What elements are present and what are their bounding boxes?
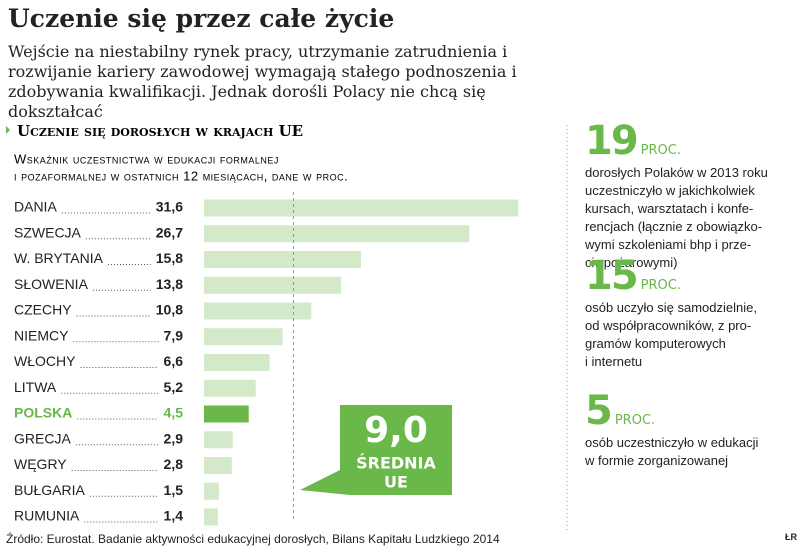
stat-text: rencjach (łącznie z obowiązko- [585, 219, 763, 234]
chart-title: Uczenie się dorosłych w krajach UE [17, 122, 303, 140]
subtitle: Wskaźnik uczestnictwa w edukacji formaln… [14, 151, 279, 166]
bar [204, 251, 362, 268]
category-label: POLSKA [14, 405, 72, 421]
stat: 19 PROC. dorosłych Polaków w 2013 roku ucze… [585, 118, 800, 270]
stat-unit: PROC. [614, 413, 656, 428]
value-label: 2,9 [164, 430, 184, 446]
value-label: 13,8 [156, 276, 183, 292]
category-label: SŁOWENIA [14, 276, 89, 292]
stat-number: 15 [585, 253, 639, 299]
stat-unit: PROC. [640, 143, 681, 158]
stat-text: kursach, warsztatach i konfe- [585, 201, 754, 216]
value-label: 26,7 [156, 224, 183, 240]
source: Źródło: Eurostat. Badanie aktywności edu… [6, 532, 500, 546]
stats: 19 PROC. dorosłych Polaków w 2013 roku ucze… [585, 118, 800, 523]
stat: 5 PROC. osób uczestniczyło w edukacji w for… [585, 388, 800, 523]
value-label: 10,8 [156, 302, 183, 318]
subtitle: i pozaformalnej w ostatnich 12 miesiącac… [14, 168, 348, 183]
value-label: 15,8 [156, 250, 183, 266]
bar [204, 199, 519, 217]
bar [204, 302, 312, 320]
value-label: 1,4 [164, 508, 184, 524]
value-label: 31,6 [156, 199, 183, 215]
stat-text: od współpracowników, z pro- [585, 318, 752, 333]
stat-number: 5 [585, 388, 613, 434]
value-label: 5,2 [164, 379, 184, 395]
stat-text: uczestniczyło w jakichkolwiek [585, 183, 755, 198]
stat-head: 19 PROC. [585, 118, 800, 164]
stat-text: ciwpożarowymi) [585, 255, 678, 270]
category-label: BUŁGARIA [14, 482, 85, 498]
value-label: 1,5 [164, 482, 184, 498]
bar [204, 354, 270, 371]
stat-text: i internetu [585, 354, 643, 369]
lead: Wejście na niestabilny rynek pracy, utrz… [8, 42, 517, 121]
stat-text: osób uczyło się samodzielnie, [585, 300, 757, 315]
value-label: 4,5 [164, 405, 184, 421]
stat-text: gramów komputerowych [585, 336, 726, 351]
category-label: CZECHY [14, 302, 72, 318]
bar [204, 225, 470, 243]
stat-unit: PROC. [640, 278, 681, 293]
category-label: W. BRYTANIA [14, 250, 104, 266]
bar [204, 482, 219, 500]
reference-text: ŚREDNIA [356, 454, 436, 473]
stat-text: w formie zorganizowanej [585, 453, 729, 468]
category-label: NIEMCY [14, 327, 69, 343]
reference-label: 9,0 [364, 410, 428, 451]
value-label: 6,6 [164, 353, 184, 369]
page-title: Uczenie się przez całe życie [8, 4, 395, 33]
stat-head: 5 PROC. [585, 388, 800, 434]
stat-text: dorosłych Polaków w 2013 roku [585, 165, 768, 180]
category-label: WŁOCHY [14, 353, 76, 369]
category-label: LITWA [14, 379, 57, 395]
credit: ŁR [785, 532, 797, 542]
value-label: 2,8 [164, 456, 184, 472]
bullet [6, 126, 10, 134]
callout [300, 405, 452, 495]
bar [204, 508, 218, 526]
category-label: SZWECJA [14, 224, 82, 240]
stat-head: 15 PROC. [585, 253, 800, 299]
bar [204, 276, 342, 294]
bar [204, 405, 249, 423]
bar [204, 431, 233, 449]
category-label: RUMUNIA [14, 508, 80, 524]
stat: 15 PROC. osób uczyło się samodzielnie, od w… [585, 253, 800, 388]
bar [204, 457, 232, 474]
reference-text: UE [384, 473, 408, 492]
bar [204, 328, 283, 346]
stat-text: wymi szkoleniami bhp i prze- [585, 237, 752, 252]
stat-number: 19 [585, 118, 639, 164]
category-label: GRECJA [14, 430, 71, 446]
value-label: 7,9 [164, 327, 184, 343]
chart: Uczenie się dorosłych w krajach UE Wskaź… [6, 122, 568, 530]
stat-text: osób uczestniczyło w edukacji [585, 435, 759, 450]
category-label: WĘGRY [14, 456, 67, 472]
bar [204, 379, 256, 397]
category-label: DANIA [14, 199, 57, 215]
